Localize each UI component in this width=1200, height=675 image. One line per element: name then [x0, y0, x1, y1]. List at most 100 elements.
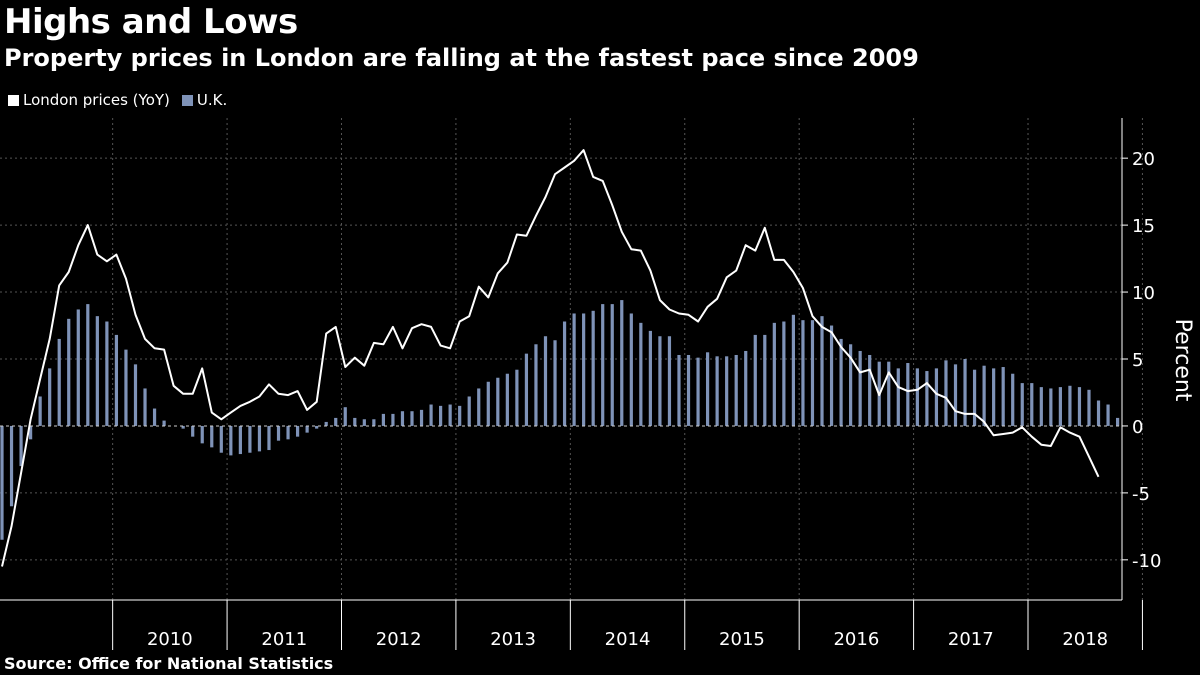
uk-bar — [410, 411, 414, 426]
legend: London prices (YoY) U.K. — [8, 91, 239, 109]
uk-bar — [553, 340, 557, 426]
uk-bar — [162, 420, 166, 426]
uk-bar — [658, 336, 662, 426]
uk-bar — [963, 359, 967, 426]
uk-bar — [286, 425, 290, 440]
uk-bar — [429, 404, 433, 426]
legend-item-london: London prices (YoY) — [8, 91, 170, 109]
uk-bar — [57, 338, 61, 426]
y-tick-label: 15 — [1132, 216, 1155, 237]
uk-bar — [1077, 387, 1082, 426]
uk-bar — [315, 425, 319, 429]
uk-bar — [925, 371, 929, 426]
uk-bar — [114, 334, 119, 426]
x-tick-label: 2015 — [719, 629, 765, 650]
x-tick-label: 2016 — [833, 629, 879, 650]
uk-bar — [744, 350, 748, 426]
uk-bar — [820, 316, 824, 426]
uk-bar — [152, 408, 157, 426]
uk-bar — [276, 425, 281, 441]
uk-bar — [419, 409, 424, 426]
uk-bar — [725, 356, 729, 426]
uk-bar — [458, 405, 462, 426]
y-tick-label: 20 — [1132, 149, 1155, 170]
uk-bar — [868, 354, 872, 426]
uk-bar — [1001, 367, 1005, 426]
uk-bar — [229, 425, 233, 456]
uk-bar — [1020, 383, 1024, 426]
uk-bar — [439, 405, 443, 426]
uk-bar — [515, 369, 519, 426]
uk-bar — [95, 316, 99, 426]
uk-bar — [19, 425, 23, 467]
uk-bars — [0, 300, 1120, 540]
uk-bar — [677, 354, 681, 426]
uk-bar — [353, 417, 357, 426]
uk-bar — [448, 404, 452, 426]
uk-bar — [715, 356, 719, 426]
y-axis-label: Percent — [1170, 319, 1195, 402]
uk-bar — [601, 304, 605, 426]
london-prices-line — [1, 149, 1100, 567]
uk-bar — [582, 313, 586, 426]
uk-bar — [267, 425, 271, 451]
uk-bar — [324, 421, 328, 426]
uk-bar — [257, 425, 262, 452]
uk-bar — [191, 425, 195, 437]
uk-bar — [543, 336, 548, 426]
uk-bar — [639, 322, 643, 426]
uk-bar — [1030, 383, 1034, 426]
chart-subtitle: Property prices in London are falling at… — [4, 44, 919, 72]
uk-bar — [763, 334, 767, 426]
uk-bar — [944, 360, 948, 426]
x-tick-label: 2012 — [376, 629, 422, 650]
uk-bar — [620, 300, 624, 426]
y-tick-label: -5 — [1132, 484, 1150, 505]
legend-item-uk: U.K. — [181, 91, 228, 109]
uk-bar — [391, 413, 395, 426]
uk-bar — [1011, 373, 1015, 426]
uk-bar — [992, 368, 996, 426]
london-line-layer — [1, 149, 1100, 567]
legend-label-uk: U.K. — [196, 91, 228, 109]
uk-bar — [686, 354, 691, 426]
uk-bar — [896, 368, 900, 426]
uk-bar — [648, 330, 652, 426]
uk-bar — [562, 321, 567, 426]
uk-bar — [210, 425, 214, 448]
uk-bar — [496, 377, 500, 426]
uk-bar — [791, 314, 796, 426]
uk-bar — [801, 320, 805, 426]
uk-bar — [124, 349, 128, 426]
grid-lines — [0, 118, 1143, 600]
uk-bar — [76, 309, 80, 426]
uk-bar — [858, 350, 862, 426]
uk-bar — [86, 304, 90, 426]
uk-bar — [934, 368, 939, 426]
uk-bar — [67, 318, 71, 426]
uk-bar — [143, 388, 147, 426]
uk-bar — [400, 411, 405, 426]
uk-bar — [305, 425, 309, 433]
uk-bar — [734, 354, 738, 426]
uk-bar — [953, 364, 958, 426]
y-tick-label: 5 — [1132, 350, 1143, 371]
uk-bar — [1106, 404, 1110, 426]
uk-bar — [839, 338, 843, 426]
y-tick-label: 0 — [1132, 417, 1143, 438]
uk-bar — [1039, 387, 1043, 426]
uk-bar — [972, 369, 977, 426]
uk-bar — [9, 425, 14, 507]
uk-bar — [1049, 388, 1053, 426]
uk-bar — [610, 304, 614, 426]
legend-swatch-uk — [181, 94, 193, 106]
uk-bar — [219, 425, 223, 453]
uk-bar — [372, 419, 376, 426]
uk-bar — [572, 313, 576, 426]
uk-bar — [248, 425, 252, 453]
uk-bar — [1096, 400, 1101, 426]
uk-bar — [238, 425, 242, 455]
uk-bar — [772, 322, 776, 426]
legend-label-london: London prices (YoY) — [23, 91, 170, 109]
